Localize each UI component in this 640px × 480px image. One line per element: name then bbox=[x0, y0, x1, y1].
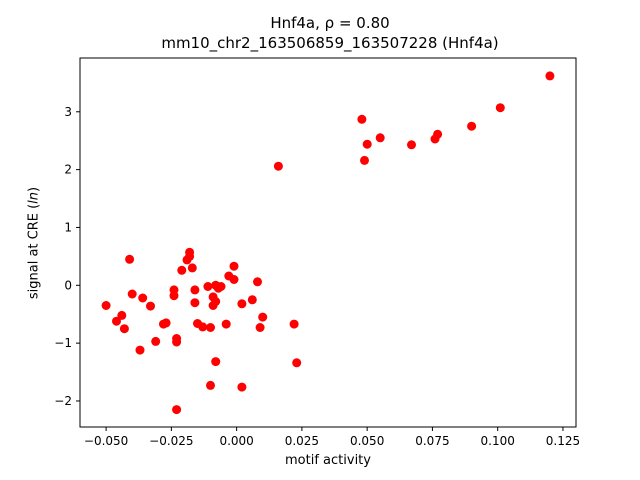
data-point bbox=[135, 345, 145, 355]
x-tick-label: 0.050 bbox=[350, 434, 384, 448]
data-point bbox=[357, 114, 367, 124]
data-point bbox=[253, 277, 262, 287]
data-point bbox=[151, 336, 161, 346]
data-point bbox=[125, 254, 135, 264]
data-point bbox=[495, 103, 505, 113]
data-point bbox=[433, 129, 443, 139]
data-point bbox=[407, 140, 416, 150]
data-point bbox=[360, 155, 369, 165]
data-point bbox=[229, 275, 239, 284]
chart-title-line-2: mm10_chr2_163506859_163507228 (Hnf4a) bbox=[161, 34, 499, 52]
data-point bbox=[146, 301, 155, 311]
data-point bbox=[362, 139, 372, 149]
data-point bbox=[211, 357, 221, 367]
data-point bbox=[545, 71, 555, 81]
data-point bbox=[138, 293, 148, 303]
points-layer bbox=[101, 71, 555, 415]
y-tick-label: 2 bbox=[64, 163, 72, 177]
data-point bbox=[198, 322, 208, 332]
data-point bbox=[112, 316, 121, 326]
x-axis-ticks: −0.050 −0.025 0.000 0.025 0.050 0.075 0.100 0.1… bbox=[84, 427, 580, 448]
data-point bbox=[255, 323, 265, 332]
data-point bbox=[190, 298, 200, 308]
data-point bbox=[467, 121, 477, 131]
data-point bbox=[375, 133, 385, 143]
data-point bbox=[177, 265, 187, 275]
data-point bbox=[206, 323, 215, 332]
x-tick-label: 0.000 bbox=[219, 434, 253, 448]
plot-frame bbox=[79, 57, 577, 428]
data-point bbox=[206, 380, 215, 390]
data-point bbox=[127, 289, 137, 299]
x-tick-label: 0.075 bbox=[415, 434, 449, 448]
x-tick-label: −0.025 bbox=[149, 434, 193, 448]
data-point bbox=[292, 358, 302, 368]
x-axis-label: motif activity bbox=[285, 453, 371, 468]
data-point bbox=[119, 324, 129, 334]
data-point bbox=[185, 251, 195, 261]
data-point bbox=[190, 285, 200, 295]
data-point bbox=[203, 282, 213, 291]
x-tick-label: 0.025 bbox=[285, 434, 319, 448]
y-tick-label: −2 bbox=[54, 394, 72, 408]
x-tick-label: −0.050 bbox=[84, 434, 128, 448]
data-point bbox=[289, 319, 299, 329]
data-point bbox=[211, 297, 221, 306]
data-point bbox=[187, 263, 197, 273]
x-tick-label: 0.100 bbox=[481, 434, 515, 448]
y-tick-label: −1 bbox=[54, 336, 72, 350]
x-tick-label: 0.125 bbox=[546, 434, 580, 448]
data-point bbox=[216, 282, 226, 291]
y-tick-label: 0 bbox=[64, 278, 72, 292]
data-point bbox=[221, 319, 231, 329]
data-point bbox=[237, 382, 247, 392]
data-point bbox=[229, 261, 239, 271]
data-point bbox=[117, 310, 127, 320]
data-point bbox=[161, 318, 171, 328]
data-point bbox=[101, 301, 111, 310]
data-point bbox=[273, 161, 283, 171]
data-point bbox=[247, 295, 257, 305]
y-axis-label: signal at CRE (ln) bbox=[26, 186, 42, 300]
data-point bbox=[237, 299, 247, 309]
y-axis-ticks: −2 −1 0 1 2 3 bbox=[54, 105, 80, 408]
y-tick-label: 1 bbox=[64, 220, 72, 234]
data-point bbox=[172, 337, 182, 347]
chart-title-line-1: Hnf4a, ρ = 0.80 bbox=[270, 14, 390, 32]
data-point bbox=[172, 405, 182, 415]
y-tick-label: 3 bbox=[64, 105, 72, 119]
data-point bbox=[258, 312, 268, 322]
data-point bbox=[169, 291, 179, 301]
